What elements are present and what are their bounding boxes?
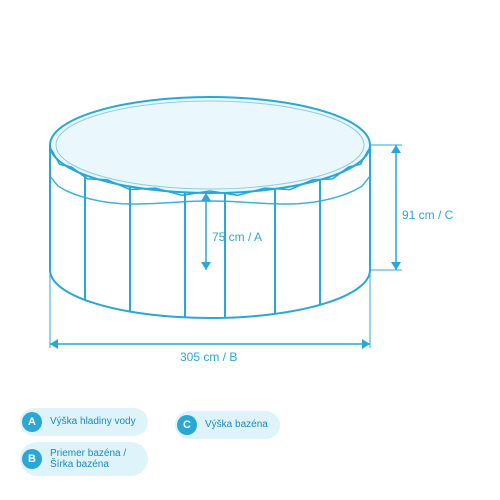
- legend-col2: C Výška bazéna: [175, 411, 280, 439]
- legend: A Výška hladiny vody B Priemer bazéna / …: [20, 408, 148, 476]
- legend-badge-a: A: [22, 412, 42, 432]
- legend-text-a: Výška hladiny vody: [50, 416, 136, 428]
- dimension-label-c: 91 cm / C: [402, 208, 453, 222]
- dimension-label-b: 305 cm / B: [180, 350, 237, 364]
- legend-badge-c: C: [177, 415, 197, 435]
- legend-badge-b: B: [22, 449, 42, 469]
- legend-item-b: B Priemer bazéna / Šírka bazéna: [20, 442, 148, 476]
- pool-dimension-diagram: 75 cm / A 305 cm / B 91 cm / C A Výška h…: [0, 0, 500, 500]
- dimension-label-a: 75 cm / A: [212, 230, 262, 244]
- legend-text-b: Priemer bazéna / Šírka bazéna: [50, 448, 126, 471]
- legend-text-c: Výška bazéna: [205, 419, 268, 431]
- legend-item-c: C Výška bazéna: [175, 411, 280, 439]
- legend-item-a: A Výška hladiny vody: [20, 408, 148, 436]
